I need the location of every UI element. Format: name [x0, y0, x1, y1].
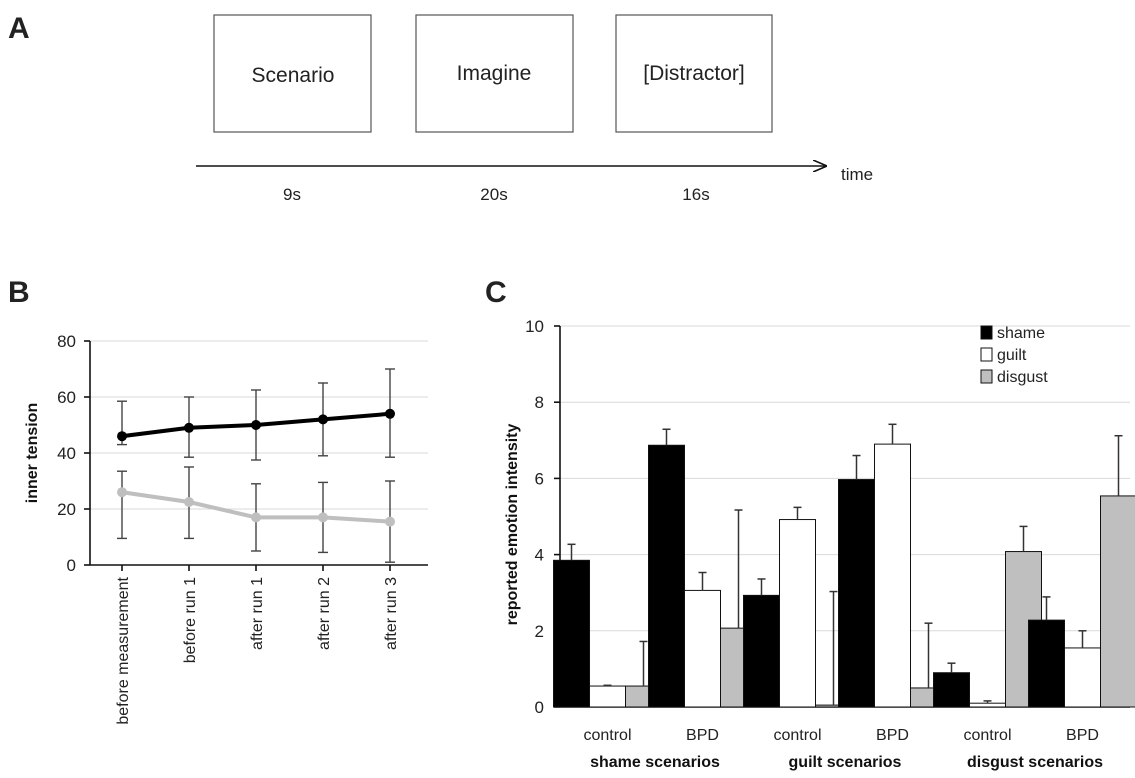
y-tick-label: 0	[535, 698, 544, 717]
data-point	[385, 517, 395, 527]
y-axis-title: reported emotion intensity	[504, 424, 521, 626]
emotion-intensity-bar-chart: 0 2 4 6 8 10 reported emotion intensity control…	[504, 317, 1135, 771]
category-label: BPD	[876, 727, 909, 744]
data-point	[184, 497, 194, 507]
data-point	[251, 512, 261, 522]
x-tick-label: before measurement	[115, 576, 132, 724]
y-tick-label: 8	[535, 393, 544, 412]
distractor-label: [Distractor]	[643, 62, 745, 85]
category-label: BPD	[686, 727, 719, 744]
group-label: disgust scenarios	[967, 754, 1103, 771]
legend-label: disgust	[997, 369, 1048, 386]
legend-label: shame	[997, 325, 1045, 342]
bar	[744, 595, 780, 707]
category-label: control	[773, 727, 821, 744]
inner-tension-line-chart: 0 20 40 60 80 before measurement before run 1 a…	[24, 332, 428, 725]
x-tick-label: after run 3	[383, 577, 400, 650]
x-tick-label: before run 1	[182, 577, 199, 663]
y-tick-label: 40	[57, 444, 76, 463]
panel-a-letter: A	[8, 12, 30, 45]
bar	[839, 480, 875, 707]
y-tick-label: 20	[57, 500, 76, 519]
bar	[934, 673, 970, 707]
data-point	[117, 431, 127, 441]
category-label: BPD	[1066, 727, 1099, 744]
imagine-label: Imagine	[457, 62, 532, 85]
y-tick-label: 0	[67, 556, 76, 575]
distractor-duration: 16s	[682, 185, 709, 204]
data-point	[117, 487, 127, 497]
data-point	[385, 409, 395, 419]
y-tick-label: 2	[535, 622, 544, 641]
group-label: shame scenarios	[590, 754, 720, 771]
y-tick-label: 80	[57, 332, 76, 351]
imagine-box: Imagine	[416, 15, 573, 132]
data-point	[318, 414, 328, 424]
legend-swatch	[981, 326, 992, 339]
bar	[685, 590, 721, 707]
legend-label: guilt	[997, 347, 1027, 364]
scenario-label: Scenario	[252, 64, 335, 87]
bar	[1065, 648, 1101, 707]
y-tick-label: 4	[535, 546, 544, 565]
time-axis-label: time	[841, 165, 873, 184]
data-point	[318, 512, 328, 522]
bar	[1029, 620, 1065, 707]
category-label: control	[963, 727, 1011, 744]
group-label: guilt scenarios	[789, 754, 902, 771]
y-tick-label: 60	[57, 388, 76, 407]
bar	[875, 444, 911, 707]
imagine-duration: 20s	[480, 185, 507, 204]
bar	[590, 686, 626, 707]
legend-swatch	[981, 348, 992, 361]
bar	[649, 445, 685, 707]
scenario-duration: 9s	[283, 185, 301, 204]
y-tick-label: 10	[525, 317, 544, 336]
bar	[1101, 496, 1135, 707]
x-tick-label: after run 1	[249, 577, 266, 650]
x-tick-label: after run 2	[316, 577, 333, 650]
bar	[970, 703, 1006, 707]
data-point	[251, 420, 261, 430]
distractor-box: [Distractor]	[616, 15, 772, 132]
legend-swatch	[981, 370, 992, 383]
panel-c-letter: C	[485, 276, 507, 309]
data-point	[184, 423, 194, 433]
y-axis-title: inner tension	[24, 403, 41, 503]
bar	[554, 560, 590, 707]
scenario-box: Scenario	[214, 15, 371, 132]
bar	[780, 520, 816, 707]
panel-b-letter: B	[8, 276, 30, 309]
y-tick-label: 6	[535, 469, 544, 488]
category-label: control	[583, 727, 631, 744]
